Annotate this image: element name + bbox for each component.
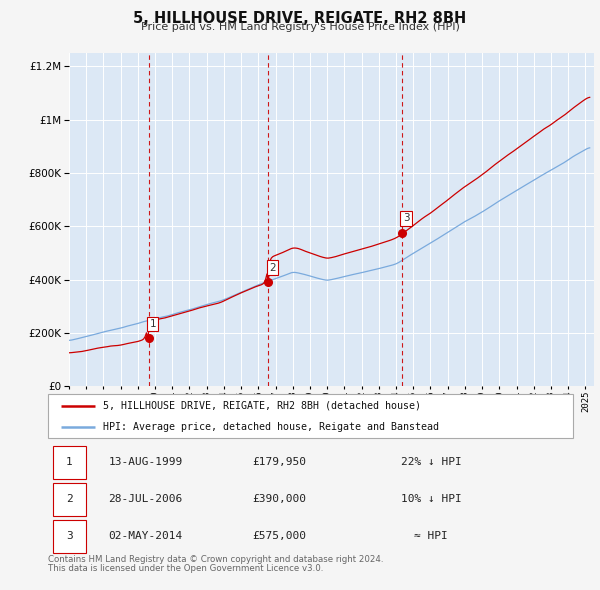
Text: 1: 1	[66, 457, 73, 467]
Text: 02-MAY-2014: 02-MAY-2014	[109, 532, 182, 542]
Text: £179,950: £179,950	[252, 457, 306, 467]
Text: 10% ↓ HPI: 10% ↓ HPI	[401, 494, 461, 504]
Text: £575,000: £575,000	[252, 532, 306, 542]
Text: 2: 2	[66, 494, 73, 504]
Text: 5, HILLHOUSE DRIVE, REIGATE, RH2 8BH: 5, HILLHOUSE DRIVE, REIGATE, RH2 8BH	[133, 11, 467, 25]
Text: 13-AUG-1999: 13-AUG-1999	[109, 457, 182, 467]
FancyBboxPatch shape	[48, 394, 573, 438]
FancyBboxPatch shape	[53, 446, 86, 478]
Text: This data is licensed under the Open Government Licence v3.0.: This data is licensed under the Open Gov…	[48, 564, 323, 573]
Text: 3: 3	[66, 532, 73, 542]
Text: 2: 2	[269, 263, 276, 273]
Text: 28-JUL-2006: 28-JUL-2006	[109, 494, 182, 504]
Text: 5, HILLHOUSE DRIVE, REIGATE, RH2 8BH (detached house): 5, HILLHOUSE DRIVE, REIGATE, RH2 8BH (de…	[103, 401, 421, 411]
FancyBboxPatch shape	[53, 483, 86, 516]
Text: Contains HM Land Registry data © Crown copyright and database right 2024.: Contains HM Land Registry data © Crown c…	[48, 555, 383, 563]
Text: HPI: Average price, detached house, Reigate and Banstead: HPI: Average price, detached house, Reig…	[103, 422, 439, 432]
Text: £390,000: £390,000	[252, 494, 306, 504]
Text: 3: 3	[403, 214, 409, 224]
Text: 22% ↓ HPI: 22% ↓ HPI	[401, 457, 461, 467]
Text: Price paid vs. HM Land Registry's House Price Index (HPI): Price paid vs. HM Land Registry's House …	[140, 22, 460, 32]
FancyBboxPatch shape	[53, 520, 86, 553]
Text: 1: 1	[149, 319, 156, 329]
Text: ≈ HPI: ≈ HPI	[415, 532, 448, 542]
